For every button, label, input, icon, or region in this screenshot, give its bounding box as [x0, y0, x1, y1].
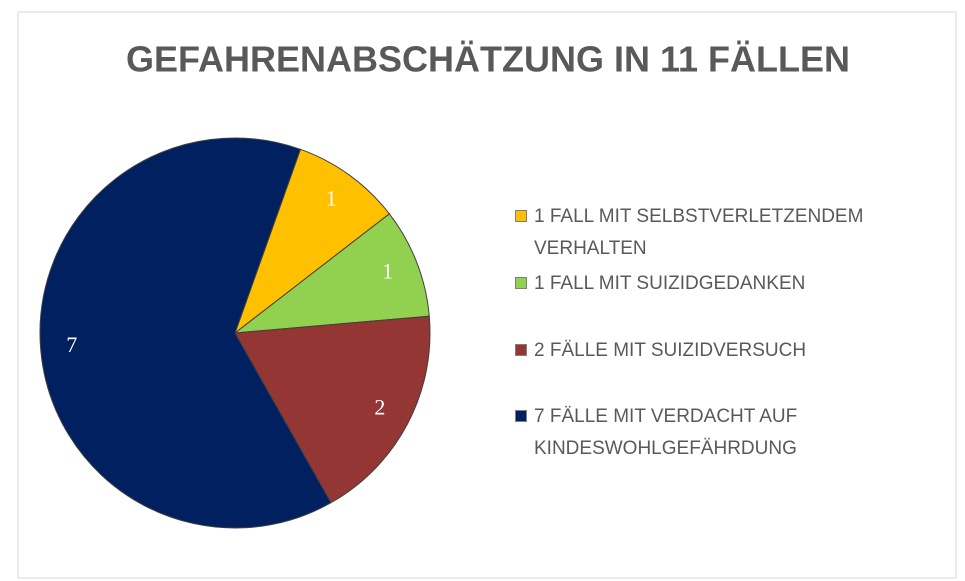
pie-slice: [234, 315, 431, 504]
legend-item: 2 FÄLLE MIT SUIZIDVERSUCH: [512, 335, 954, 367]
legend-swatch: [515, 210, 527, 222]
pie-slice: [233, 213, 430, 334]
legend-label: 1 FALL MIT SUIZIDGEDANKEN: [534, 273, 806, 294]
data-label: 2: [374, 394, 385, 419]
legend-swatch: [515, 277, 527, 289]
chart-title: GEFAHRENABSCHÄTZUNG IN 11 FÄLLEN: [126, 39, 850, 80]
data-label: 7: [66, 332, 77, 357]
legend-item: 1 FALL MIT SELBSTVERLETZENDEM VERHALTEN: [512, 201, 954, 265]
pie-slice: [39, 137, 332, 529]
legend-swatch: [515, 410, 527, 422]
legend-label: 7 FÄLLE MIT VERDACHT AUF KINDESWOHLGEFÄH…: [534, 406, 798, 459]
legend-label: 1 FALL MIT SELBSTVERLETZENDEM VERHALTEN: [534, 206, 864, 259]
data-label: 1: [326, 185, 337, 210]
legend-item: 7 FÄLLE MIT VERDACHT AUF KINDESWOHLGEFÄH…: [512, 401, 954, 465]
legend-swatch: [515, 344, 527, 356]
legend-item: 1 FALL MIT SUIZIDGEDANKEN: [512, 268, 954, 300]
legend-label: 2 FÄLLE MIT SUIZIDVERSUCH: [534, 340, 807, 361]
pie-slice: [233, 148, 391, 335]
data-label: 1: [382, 259, 393, 284]
